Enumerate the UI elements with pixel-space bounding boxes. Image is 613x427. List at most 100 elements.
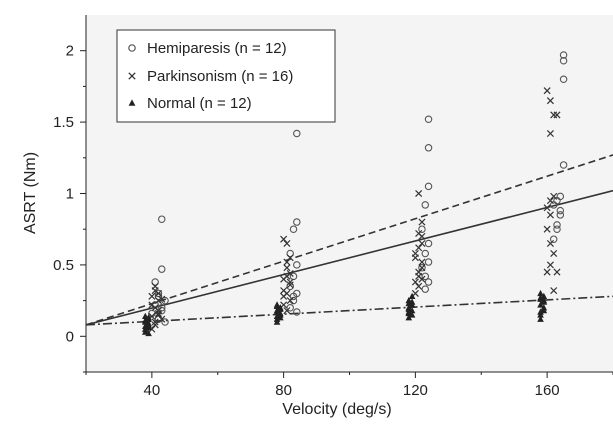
data-point-circle: [158, 215, 166, 223]
data-point-triangle: [408, 311, 416, 318]
data-point-triangle: [537, 315, 544, 322]
legend-marker-normal: [128, 99, 136, 106]
legend-label-parkinsonism: Parkinsonism (n = 16): [147, 68, 293, 85]
data-points: [141, 51, 568, 337]
data-point-x: [283, 307, 291, 315]
data-point-x: [411, 278, 419, 286]
data-point-triangle: [145, 314, 152, 321]
y-tick-label: 0.5: [53, 257, 74, 274]
y-tick-label: 1: [66, 186, 74, 203]
data-point-x: [550, 249, 558, 258]
data-point-x: [283, 258, 291, 266]
y-tick-label: 1.5: [53, 114, 74, 131]
legend-label-hemiparesis: Hemiparesis (n = 12): [147, 40, 287, 57]
data-point-circle: [421, 201, 430, 209]
data-point-circle: [421, 272, 430, 281]
data-point-x: [546, 129, 554, 138]
data-point-x: [411, 254, 419, 262]
data-point-triangle: [405, 314, 413, 321]
x-tick-label: 40: [144, 382, 161, 399]
data-point-circle: [286, 303, 294, 312]
data-point-x: [283, 272, 291, 280]
data-point-circle: [289, 225, 298, 233]
data-point-circle: [293, 129, 301, 138]
data-point-x: [154, 307, 162, 315]
data-point-triangle: [537, 308, 544, 315]
data-point-circle: [424, 258, 433, 266]
data-point-circle: [549, 201, 558, 209]
data-point-triangle: [537, 301, 544, 308]
data-point-x: [158, 315, 166, 323]
data-point-circle: [424, 115, 433, 123]
data-point-triangle: [141, 316, 149, 324]
data-point-x: [286, 297, 294, 305]
data-point-triangle: [405, 299, 413, 307]
data-point-circle: [286, 282, 294, 291]
data-point-triangle: [405, 305, 413, 312]
data-point-x: [418, 239, 426, 248]
data-point-x: [286, 254, 294, 262]
regression-line-dash-dot: [85, 295, 613, 326]
data-point-x: [283, 239, 291, 248]
legend: Hemiparesis (n = 12) Parkinsonism (n = 1…: [116, 29, 336, 123]
x-tick-label: 80: [275, 382, 292, 399]
data-point-circle: [289, 292, 298, 301]
data-point-x: [418, 264, 426, 272]
data-point-x: [151, 318, 159, 326]
data-point-x: [550, 192, 558, 200]
data-point-x: [546, 211, 554, 219]
data-point-x: [280, 287, 288, 295]
data-point-x: [550, 287, 558, 295]
data-point-x: [415, 272, 423, 280]
data-point-x: [158, 295, 166, 303]
data-point-triangle: [537, 294, 544, 301]
data-point-triangle: [141, 328, 149, 335]
data-point-triangle: [540, 304, 548, 311]
data-point-x: [151, 282, 159, 290]
data-point-circle: [424, 239, 433, 248]
data-point-x: [553, 111, 561, 119]
data-point-x: [415, 282, 423, 290]
data-point-x: [418, 218, 426, 226]
data-point-x: [286, 281, 294, 289]
data-point-x: [418, 258, 426, 266]
data-point-x: [151, 321, 159, 329]
data-point-x: [415, 244, 423, 252]
data-point-circle: [424, 182, 433, 191]
data-point-x: [148, 292, 156, 300]
data-point-x: [546, 239, 554, 248]
data-point-triangle: [273, 302, 281, 310]
data-point-circle: [293, 218, 301, 226]
regression-lines: [85, 154, 613, 326]
data-point-x: [148, 301, 156, 309]
y-tick-label: 2: [66, 43, 74, 60]
data-point-x: [543, 268, 551, 276]
data-point-triangle: [408, 292, 416, 300]
data-point-circle: [418, 225, 426, 233]
data-point-x: [543, 87, 551, 95]
data-point-x: [543, 204, 551, 212]
data-point-x: [543, 225, 551, 233]
data-point-triangle: [537, 289, 544, 297]
data-point-circle: [559, 161, 568, 169]
data-point-circle: [151, 278, 159, 286]
data-point-triangle: [141, 322, 149, 330]
data-point-circle: [424, 278, 433, 286]
data-point-circle: [161, 318, 169, 326]
data-point-circle: [161, 296, 169, 305]
data-point-x: [286, 278, 294, 286]
data-point-x: [553, 268, 561, 276]
tick-marks: 0 0.5 1 1.5 2 40 80 120 160: [53, 43, 613, 399]
data-point-circle: [421, 249, 430, 258]
data-point-x: [154, 309, 162, 317]
data-point-circle: [549, 235, 558, 243]
legend-label-normal: Normal (n = 12): [147, 95, 252, 112]
data-point-x: [546, 261, 554, 269]
data-point-circle: [286, 249, 294, 258]
data-point-x: [283, 264, 291, 272]
regression-line-solid: [85, 189, 613, 326]
data-point-triangle: [277, 314, 284, 321]
legend-box: [116, 29, 336, 123]
data-point-triangle: [145, 319, 152, 327]
data-point-triangle: [540, 297, 548, 304]
